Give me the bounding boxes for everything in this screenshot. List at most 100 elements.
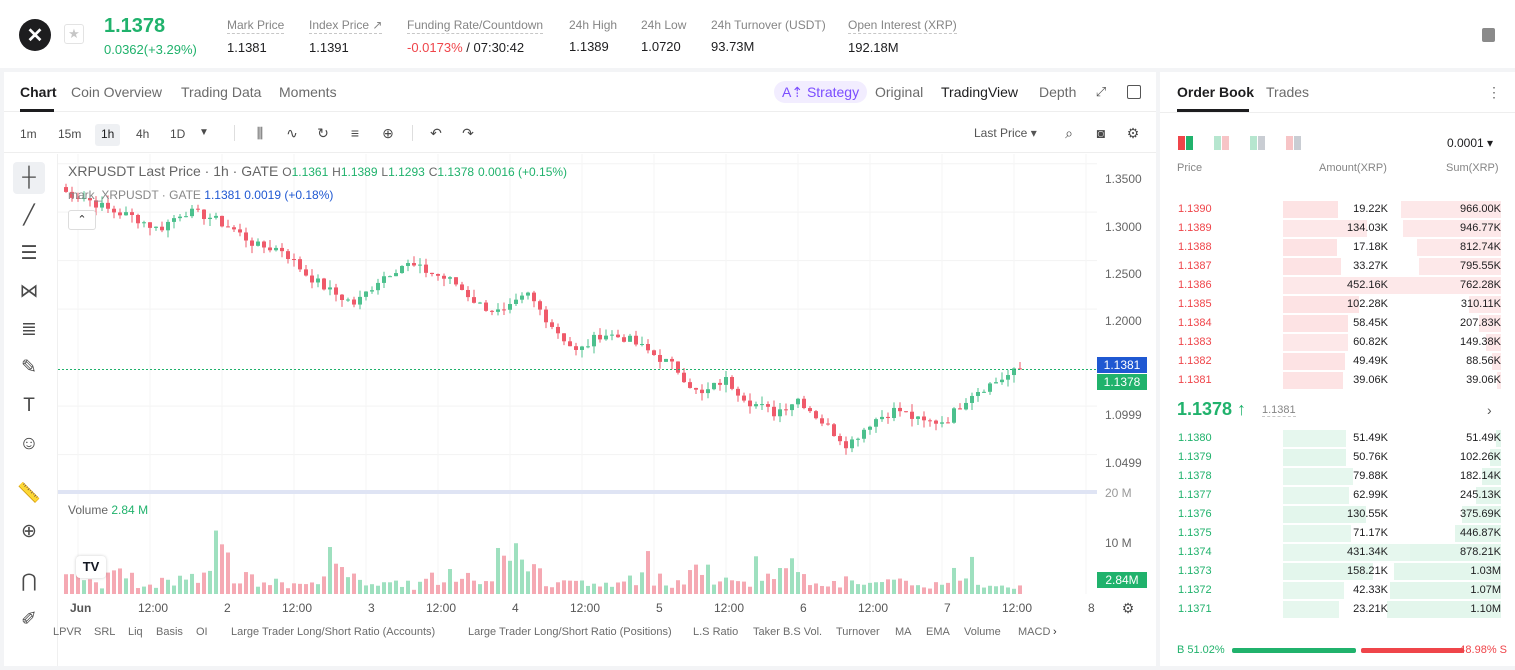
gear-icon[interactable]: ⚙ [1126,125,1140,141]
candles-icon[interactable]: ⫼ [256,125,264,141]
bid-row[interactable]: 1.1371 23.21K 1.10M [1174,601,1501,618]
bid-row[interactable]: 1.1373 158.21K 1.03M [1174,563,1501,580]
timeframe-1d[interactable]: 1D [170,127,186,141]
lock-drawing-icon[interactable]: ✐ [21,609,37,630]
magnet-icon[interactable]: ⋂ [21,571,37,592]
indicator-lpvr[interactable]: LPVR [53,626,82,638]
trendline-icon[interactable]: ╱ [23,205,35,226]
more-options-icon[interactable]: ⋮ [1487,84,1501,100]
bid-row[interactable]: 1.1375 71.17K 446.87K [1174,525,1501,542]
indicator-liq[interactable]: Liq [128,626,143,638]
search-icon[interactable]: ⌕ [1065,125,1073,141]
indicator-taker-bs-vol[interactable]: Taker B.S Vol. [753,626,823,638]
indicator-large-trader-positions[interactable]: Large Trader Long/Short Ratio (Positions… [468,626,672,638]
ask-row[interactable]: 1.1381 39.06K 39.06K [1174,372,1501,389]
bid-row[interactable]: 1.1378 79.88K 182.14K [1174,468,1501,485]
indicator-ma[interactable]: MA [895,626,912,638]
expand-icon[interactable]: ⤢ [1095,84,1107,99]
view-both-icon[interactable] [1178,136,1194,150]
fib-icon[interactable]: ≣ [21,319,37,340]
price-axis[interactable]: 1.3500 1.3000 1.2500 1.2000 1.1381 1.137… [1097,154,1156,592]
indicators-icon[interactable]: ∿ [286,125,298,141]
timeframe-15m[interactable]: 15m [58,127,82,141]
brush-icon[interactable]: ✎ [21,357,37,378]
view-depth[interactable]: Depth [1039,84,1077,100]
timeframe-1m[interactable]: 1m [20,127,37,141]
pane-separator[interactable] [58,490,1097,494]
strategy-button[interactable]: A⇡ Strategy [774,81,868,103]
window-icon[interactable] [1127,85,1141,99]
bid-row[interactable]: 1.1374 431.34K 878.21K [1174,544,1501,561]
tradingview-logo[interactable]: TV [76,556,106,578]
bid-row[interactable]: 1.1379 50.76K 102.26K [1174,449,1501,466]
indicator-volume[interactable]: Volume [964,626,1001,638]
indicator-srl[interactable]: SRL [94,626,116,638]
ask-row[interactable]: 1.1387 33.27K 795.55K [1174,258,1501,275]
pattern-icon[interactable]: ⋈ [19,281,39,302]
indicator-scroll-right-icon[interactable]: › [1053,626,1057,638]
indicator-ema[interactable]: EMA [926,626,950,638]
ask-row[interactable]: 1.1389 134.03K 946.77K [1174,220,1501,237]
tab-order-book[interactable]: Order Book [1177,84,1255,100]
ask-row[interactable]: 1.1382 49.49K 88.56K [1174,353,1501,370]
text-icon[interactable]: T [23,395,35,416]
ask-row[interactable]: 1.1383 60.82K 149.38K [1174,334,1501,351]
timeframe-dropdown-icon[interactable]: ▼ [199,127,209,138]
candle-body [742,395,746,401]
time-axis[interactable]: Jun 12:00 2 12:00 3 12:00 4 12:00 5 12:0… [58,599,1098,617]
stat-funding-rate[interactable]: Funding Rate/Countdown -0.0173% / 07:30:… [407,18,544,55]
volume-label: Volume [68,503,109,517]
timeframe-4h[interactable]: 4h [136,127,150,141]
view-original[interactable]: Original [875,84,924,100]
bid-row[interactable]: 1.1376 130.55K 375.69K [1174,506,1501,523]
chevron-right-icon[interactable]: › [1487,402,1492,418]
settings-list-icon[interactable]: ≡ [350,125,360,141]
tab-chart[interactable]: Chart [20,84,57,100]
refresh-icon[interactable]: ↻ [317,125,329,141]
collapse-legend-button[interactable]: ⌃ [68,210,96,230]
row-sum: 1.07M [1470,584,1501,596]
precision-select[interactable]: 0.0001 ▾ [1447,136,1494,150]
tab-moments[interactable]: Moments [279,84,337,100]
chart-settings-gear-icon[interactable]: ⚙ [1121,600,1135,616]
indicator-ls-ratio[interactable]: L.S Ratio [693,626,739,638]
indicator-macd[interactable]: MACD [1018,626,1051,638]
stat-index-price[interactable]: Index Price ↗ 1.1391 [309,18,383,55]
ask-row[interactable]: 1.1388 17.18K 812.74K [1174,239,1501,256]
crosshair-icon[interactable]: ┼ [13,162,45,194]
undo-icon[interactable]: ↶ [430,125,442,141]
tab-trading-data[interactable]: Trading Data [181,84,262,100]
tab-trades[interactable]: Trades [1266,84,1310,100]
bid-row[interactable]: 1.1372 42.33K 1.07M [1174,582,1501,599]
indicator-turnover[interactable]: Turnover [836,626,880,638]
candlestick-chart[interactable] [58,154,1097,596]
bid-row[interactable]: 1.1380 51.49K 51.49K [1174,430,1501,447]
view-ratio-icon[interactable] [1286,136,1302,150]
view-asks-icon[interactable] [1250,136,1266,150]
book-icon[interactable] [1482,28,1495,42]
ask-row[interactable]: 1.1384 58.45K 207.83K [1174,315,1501,332]
redo-icon[interactable]: ↷ [462,125,474,141]
camera-icon[interactable]: ◙ [1096,125,1106,141]
price-type-select[interactable]: Last Price ▾ [974,126,1037,140]
view-tradingview[interactable]: TradingView [941,84,1019,100]
indicator-basis[interactable]: Basis [156,626,183,638]
candle-body [280,247,284,252]
timeframe-1h[interactable]: 1h [95,124,121,146]
tab-coin-overview[interactable]: Coin Overview [71,84,163,100]
emoji-icon[interactable]: ☺ [19,433,39,454]
view-bids-icon[interactable] [1214,136,1230,150]
stat-mark-price[interactable]: Mark Price 1.1381 [227,18,285,55]
ask-row[interactable]: 1.1385 102.28K 310.11K [1174,296,1501,313]
ask-row[interactable]: 1.1390 19.22K 966.00K [1174,201,1501,218]
favorite-star-icon[interactable]: ★ [64,24,84,44]
indicator-large-trader-accounts[interactable]: Large Trader Long/Short Ratio (Accounts) [231,626,436,638]
bid-row[interactable]: 1.1377 62.99K 245.13K [1174,487,1501,504]
zoom-in-icon[interactable]: ⊕ [21,521,37,542]
add-indicator-icon[interactable]: ⊕ [382,125,394,141]
ruler-icon[interactable]: 📏 [17,483,41,504]
ask-row[interactable]: 1.1386 452.16K 762.28K [1174,277,1501,294]
stat-open-interest[interactable]: Open Interest (XRP) 192.18M [848,18,957,55]
indicator-oi[interactable]: OI [196,626,208,638]
horizontal-lines-icon[interactable]: ☰ [20,243,38,264]
